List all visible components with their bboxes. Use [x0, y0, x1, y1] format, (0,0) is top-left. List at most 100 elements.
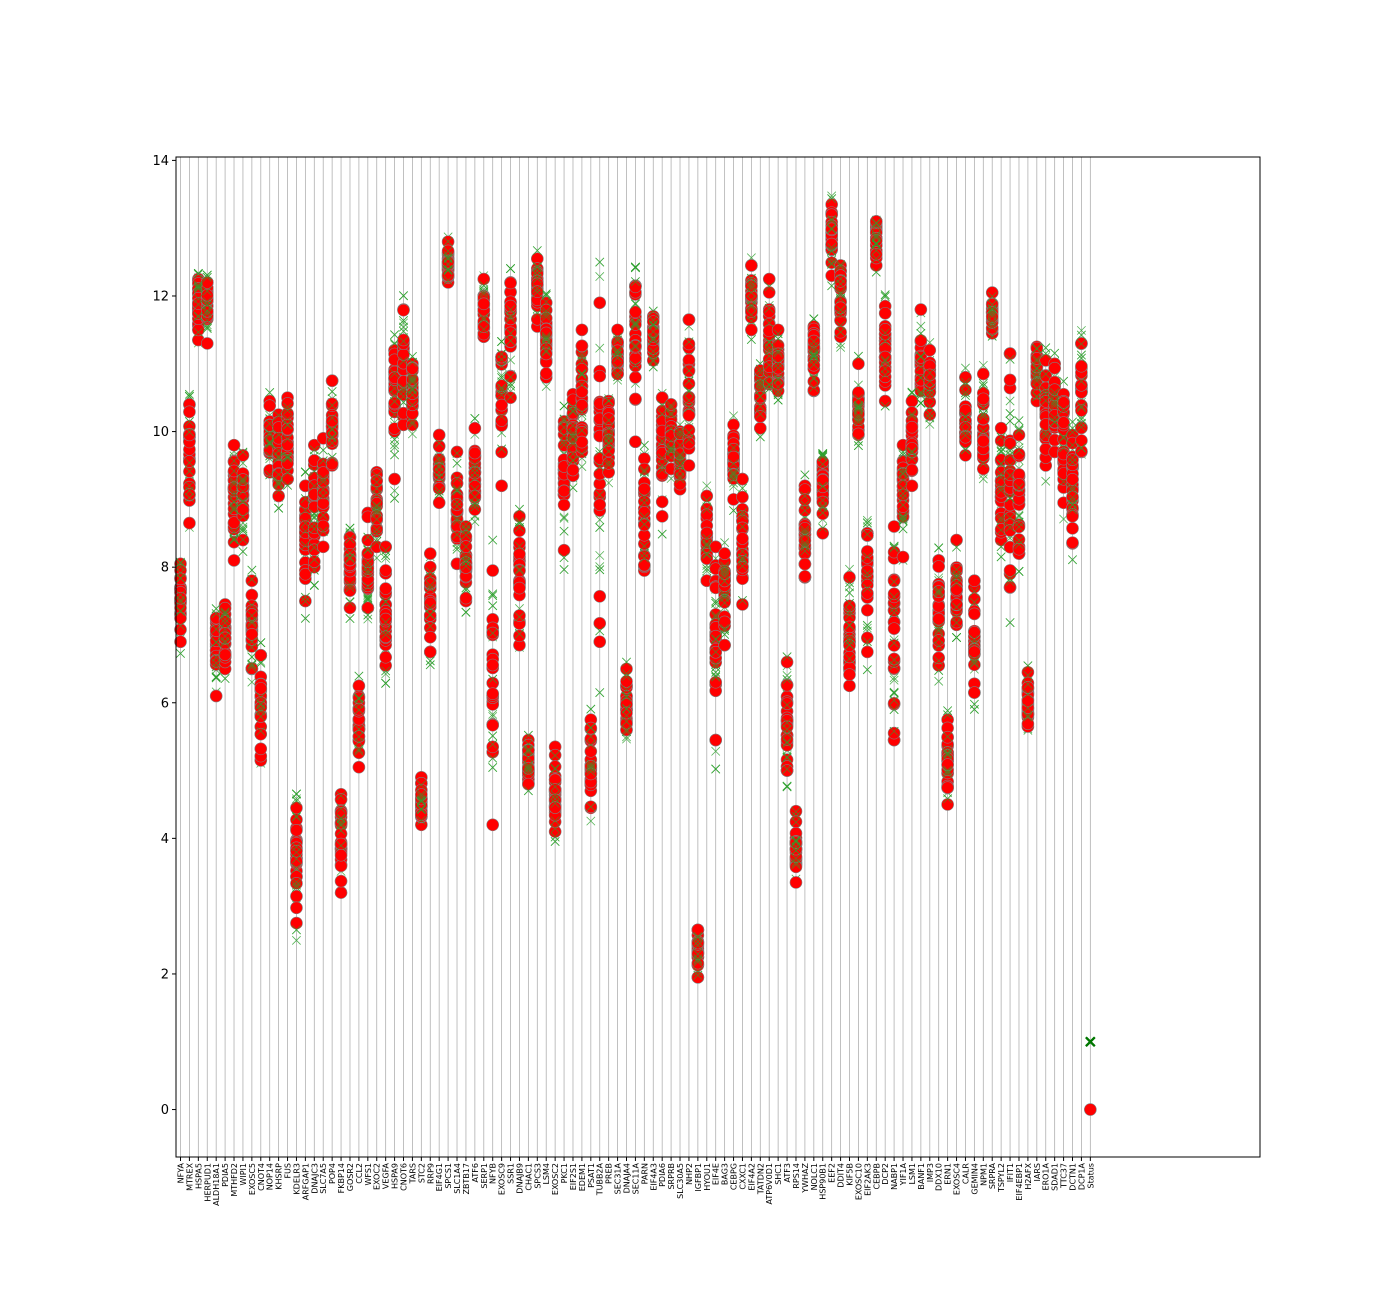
point-circle-ifit1	[1004, 437, 1016, 449]
point-circle-nhp2	[683, 459, 695, 471]
point-circle-yif1a	[897, 489, 909, 501]
point-circle-slc1a4	[451, 477, 463, 489]
point-circle-pdia5	[219, 616, 231, 628]
point-circle-dnajc3	[308, 556, 320, 568]
point-circle-hsp90b1	[817, 456, 829, 468]
point-circle-atp6v0d1	[763, 286, 775, 298]
point-circle-eif4g1	[433, 483, 445, 495]
point-circle-kif5b	[844, 669, 856, 681]
point-circle-calr	[959, 384, 971, 396]
point-circle-fus	[282, 439, 294, 451]
point-circle-atf3	[781, 765, 793, 777]
point-circle-slc1a4	[451, 498, 463, 510]
point-circle-dnaja4	[621, 663, 633, 675]
point-circle-ddx10	[933, 652, 945, 664]
point-circle-ern1	[942, 798, 954, 810]
point-circle-eif4e	[710, 676, 722, 688]
point-circle-dcp2	[879, 323, 891, 335]
point-circle-serp1	[478, 273, 490, 285]
point-circle-npm1	[977, 413, 989, 425]
point-circle-eif4ebp1	[1013, 543, 1025, 555]
point-circle-ccl2	[353, 761, 365, 773]
point-circle-eif2s1	[567, 464, 579, 476]
point-circle-edem1	[576, 399, 588, 411]
point-circle-nfyb	[487, 565, 499, 577]
point-circle-sec11a	[629, 371, 641, 383]
point-circle-exosc5	[246, 575, 258, 587]
point-circle-pdia6	[656, 510, 668, 522]
point-circle-hspa5	[192, 324, 204, 336]
point-circle-calr	[959, 431, 971, 443]
point-circle-nhp2	[683, 409, 695, 421]
point-circle-dcp2	[879, 395, 891, 407]
point-circle-cxxc1	[736, 533, 748, 545]
point-circle-eif4g1	[433, 497, 445, 509]
point-circle-cnot4	[255, 743, 267, 755]
point-circle-tubb2a	[594, 636, 606, 648]
point-circle-calr	[959, 404, 971, 416]
point-circle-cxxc1	[736, 561, 748, 573]
point-circle-sec11a	[629, 352, 641, 364]
point-circle-nfyb	[487, 741, 499, 753]
point-circle-gemin4	[968, 608, 980, 620]
point-circle-exosc4	[951, 534, 963, 546]
point-circle-dnajb9	[513, 610, 525, 622]
point-circle-yif1a	[897, 501, 909, 513]
point-circle-slc7a5	[317, 541, 329, 553]
point-circle-nabp1	[888, 727, 900, 739]
point-circle-ifit1	[1004, 581, 1016, 593]
point-circle-hspa9	[389, 473, 401, 485]
point-circle-rrp9	[424, 610, 436, 622]
point-circle-dnaja4	[621, 675, 633, 687]
point-circle-npm1	[977, 393, 989, 405]
point-circle-exosc4	[951, 583, 963, 595]
point-circle-tubb2a	[594, 370, 606, 382]
point-circle-rrp9	[424, 597, 436, 609]
point-circle-eif4e	[710, 630, 722, 642]
point-circle-rrp9	[424, 631, 436, 643]
point-circle-ywhaz	[799, 570, 811, 582]
point-circle-herpud1	[201, 276, 213, 288]
point-circle-cxxc1	[736, 491, 748, 503]
point-circle-exosc10	[852, 358, 864, 370]
point-circle-wipi1	[237, 504, 249, 516]
point-circle-exosc10	[852, 387, 864, 399]
point-circle-cnot6	[398, 304, 410, 316]
point-circle-slc7a5	[317, 520, 329, 532]
point-circle-eif4a2	[745, 324, 757, 336]
point-circle-gemin4	[968, 687, 980, 699]
point-circle-eif4e	[710, 734, 722, 746]
point-circle-tatdn2	[754, 422, 766, 434]
point-circle-ern1	[942, 759, 954, 771]
point-circle-calr	[959, 371, 971, 383]
point-circle-gosr2	[344, 602, 356, 614]
point-circle-parn	[638, 483, 650, 495]
point-circle-mthfd2	[228, 439, 240, 451]
point-circle-gosr2	[344, 585, 356, 597]
point-circle-cnot4	[255, 728, 267, 740]
point-circle-nabp1	[888, 623, 900, 635]
point-circle-npm1	[977, 435, 989, 447]
point-circle-ern1	[942, 782, 954, 794]
point-circle-edem1	[576, 324, 588, 336]
point-circle-dctn1	[1067, 522, 1079, 534]
point-circle-ddit4	[835, 302, 847, 314]
point-circle-preb	[603, 413, 615, 425]
point-circle-eif2ak3	[861, 604, 873, 616]
point-circle-ddx10	[933, 560, 945, 572]
point-circle-ccl2	[353, 703, 365, 715]
point-circle-vegfa	[380, 613, 392, 625]
point-circle-cnot4	[255, 682, 267, 694]
point-circle-atf6	[469, 447, 481, 459]
point-circle-dctn1	[1067, 510, 1079, 522]
point-circle-nabp1	[888, 575, 900, 587]
point-circle-kdelr3	[290, 890, 302, 902]
point-circle-vegfa	[380, 583, 392, 595]
point-circle-nfyb	[487, 819, 499, 831]
point-circle-tars	[406, 362, 418, 374]
point-circle-nabp1	[888, 520, 900, 532]
point-circle-fkbp14	[335, 860, 347, 872]
point-circle-gemin4	[968, 575, 980, 587]
point-circle-nhp2	[683, 437, 695, 449]
point-circle-pop4	[326, 458, 338, 470]
